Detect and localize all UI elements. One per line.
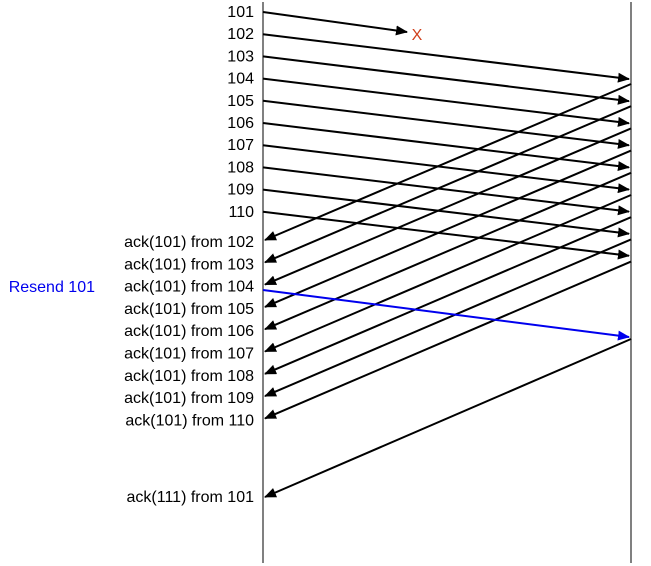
packet-arrow-107 bbox=[262, 144, 630, 194]
ack-label: ack(101) from 110 bbox=[125, 412, 254, 429]
ack-label: ack(101) from 103 bbox=[124, 256, 254, 273]
ack-arrow bbox=[264, 105, 632, 264]
packet-arrow-102 bbox=[262, 33, 630, 83]
ack-label: ack(101) from 106 bbox=[124, 323, 254, 340]
ack-arrows bbox=[264, 83, 632, 420]
loss-marker: X bbox=[412, 27, 423, 44]
ack-label: ack(101) from 108 bbox=[124, 368, 254, 385]
final-ack-arrow bbox=[264, 338, 632, 498]
ack-arrow bbox=[264, 149, 632, 308]
sequence-labels: 101 102 103 104 105 106 107 108 109 110 bbox=[227, 4, 254, 221]
seq-label-101: 101 bbox=[227, 4, 254, 21]
seq-label-103: 103 bbox=[227, 48, 254, 65]
packet-arrow-108 bbox=[262, 166, 630, 216]
seq-label-107: 107 bbox=[227, 137, 254, 154]
final-ack-label: ack(111) from 101 bbox=[127, 489, 255, 506]
packet-arrow-104 bbox=[262, 77, 630, 127]
seq-label-110: 110 bbox=[228, 204, 254, 221]
ack-arrow bbox=[264, 127, 632, 286]
seq-label-105: 105 bbox=[227, 93, 254, 110]
ack-label: ack(101) from 105 bbox=[124, 301, 254, 318]
ack-label: ack(101) from 102 bbox=[124, 234, 254, 251]
packet-arrow-109 bbox=[262, 188, 630, 238]
resend-arrow bbox=[262, 289, 630, 341]
ack-label: ack(101) from 109 bbox=[124, 390, 254, 407]
resend-label: Resend 101 bbox=[9, 279, 95, 296]
seq-label-109: 109 bbox=[227, 182, 254, 199]
seq-label-108: 108 bbox=[227, 159, 254, 176]
ack-arrow bbox=[264, 216, 632, 375]
packet-arrow-103 bbox=[262, 55, 630, 105]
ack-labels: ack(101) from 102 ack(101) from 103 ack(10… bbox=[124, 234, 254, 429]
ack-label: ack(101) from 107 bbox=[124, 346, 254, 363]
seq-label-102: 102 bbox=[227, 26, 254, 43]
packet-arrow-101 bbox=[262, 11, 408, 36]
packet-arrows bbox=[262, 11, 630, 260]
packet-arrow-110 bbox=[262, 210, 630, 260]
ack-arrow bbox=[264, 194, 632, 353]
packet-arrow-105 bbox=[262, 99, 630, 149]
ack-label: ack(101) from 104 bbox=[124, 279, 254, 296]
packet-arrow-106 bbox=[262, 122, 630, 172]
ack-arrow bbox=[264, 83, 632, 241]
ack-arrow bbox=[264, 171, 632, 331]
seq-label-104: 104 bbox=[227, 71, 254, 88]
ack-arrow bbox=[264, 260, 632, 420]
seq-label-106: 106 bbox=[227, 115, 254, 132]
ack-arrow bbox=[264, 238, 632, 398]
